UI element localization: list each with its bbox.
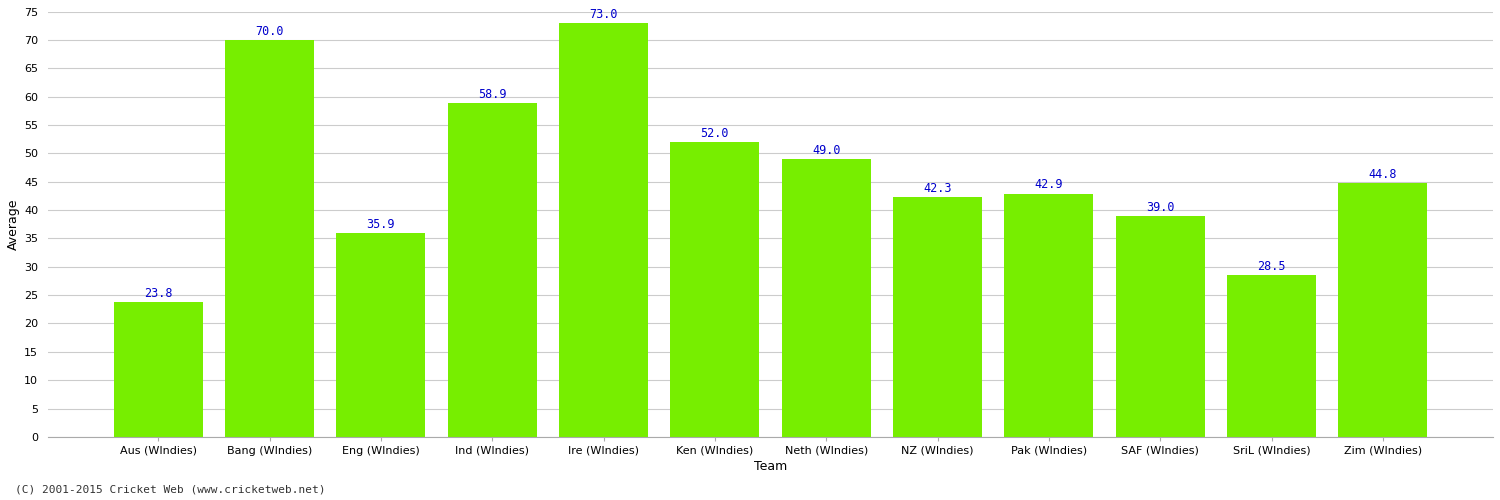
Text: 42.9: 42.9 bbox=[1035, 178, 1064, 192]
Bar bbox=[225, 40, 314, 437]
Bar bbox=[447, 103, 537, 437]
Text: 28.5: 28.5 bbox=[1257, 260, 1286, 273]
Bar bbox=[670, 142, 759, 437]
Text: 52.0: 52.0 bbox=[700, 127, 729, 140]
Text: 58.9: 58.9 bbox=[478, 88, 507, 101]
Bar bbox=[782, 159, 870, 437]
Text: 42.3: 42.3 bbox=[924, 182, 952, 195]
Text: 44.8: 44.8 bbox=[1368, 168, 1396, 180]
Bar bbox=[560, 23, 648, 437]
Bar bbox=[1005, 194, 1094, 437]
Y-axis label: Average: Average bbox=[8, 198, 20, 250]
X-axis label: Team: Team bbox=[754, 460, 788, 473]
Bar bbox=[1116, 216, 1204, 437]
Text: (C) 2001-2015 Cricket Web (www.cricketweb.net): (C) 2001-2015 Cricket Web (www.cricketwe… bbox=[15, 485, 326, 495]
Text: 73.0: 73.0 bbox=[590, 8, 618, 21]
Bar bbox=[1338, 183, 1428, 437]
Bar bbox=[114, 302, 202, 437]
Text: 39.0: 39.0 bbox=[1146, 200, 1174, 213]
Text: 70.0: 70.0 bbox=[255, 25, 284, 38]
Bar bbox=[336, 234, 426, 437]
Bar bbox=[1227, 276, 1316, 437]
Bar bbox=[892, 197, 983, 437]
Text: 49.0: 49.0 bbox=[812, 144, 840, 157]
Text: 23.8: 23.8 bbox=[144, 286, 172, 300]
Text: 35.9: 35.9 bbox=[366, 218, 394, 231]
